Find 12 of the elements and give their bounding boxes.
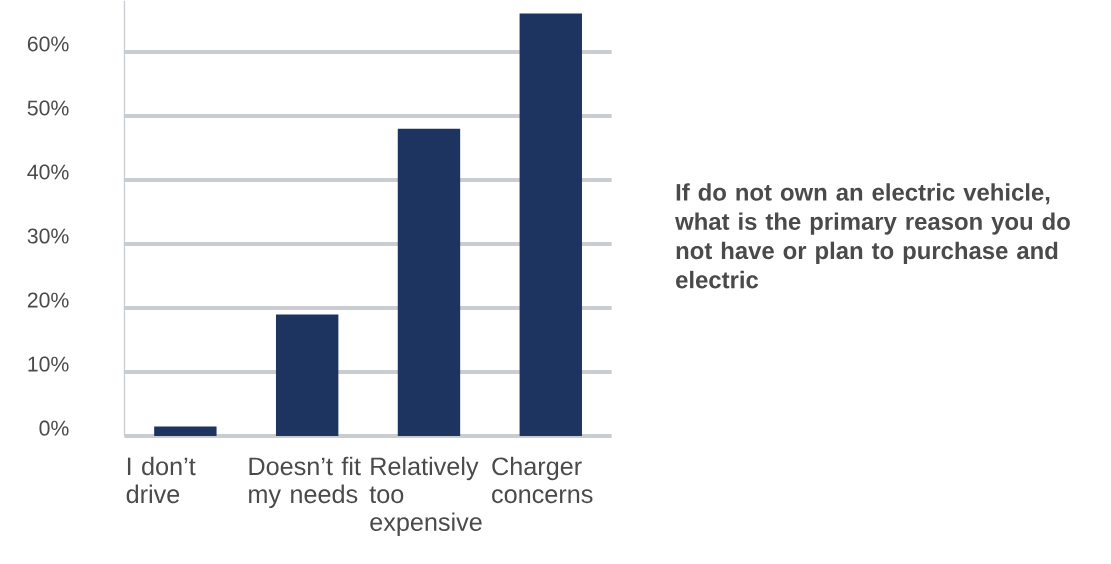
y-tick-label: 40% — [27, 164, 69, 180]
y-tick-label: 50% — [27, 100, 69, 116]
x-tick-label: Charger concerns — [492, 456, 593, 504]
x-tick-label: Doesn’t fit my needs — [249, 456, 361, 509]
y-tick-label: 30% — [27, 228, 69, 244]
y-tick-label: 60% — [27, 36, 69, 52]
y-tick-label: 0% — [39, 420, 69, 436]
text: If do not own an electric vehicle, what is the primary reason you do not have or plan to purchase and electric — [675, 183, 1070, 289]
y-tick-label: 10% — [28, 356, 69, 372]
y-tick-label: 20% — [27, 292, 69, 308]
x-tick-label: Relatively too expensive — [369, 456, 482, 537]
x-tick-label: I don’t drive — [126, 456, 196, 504]
